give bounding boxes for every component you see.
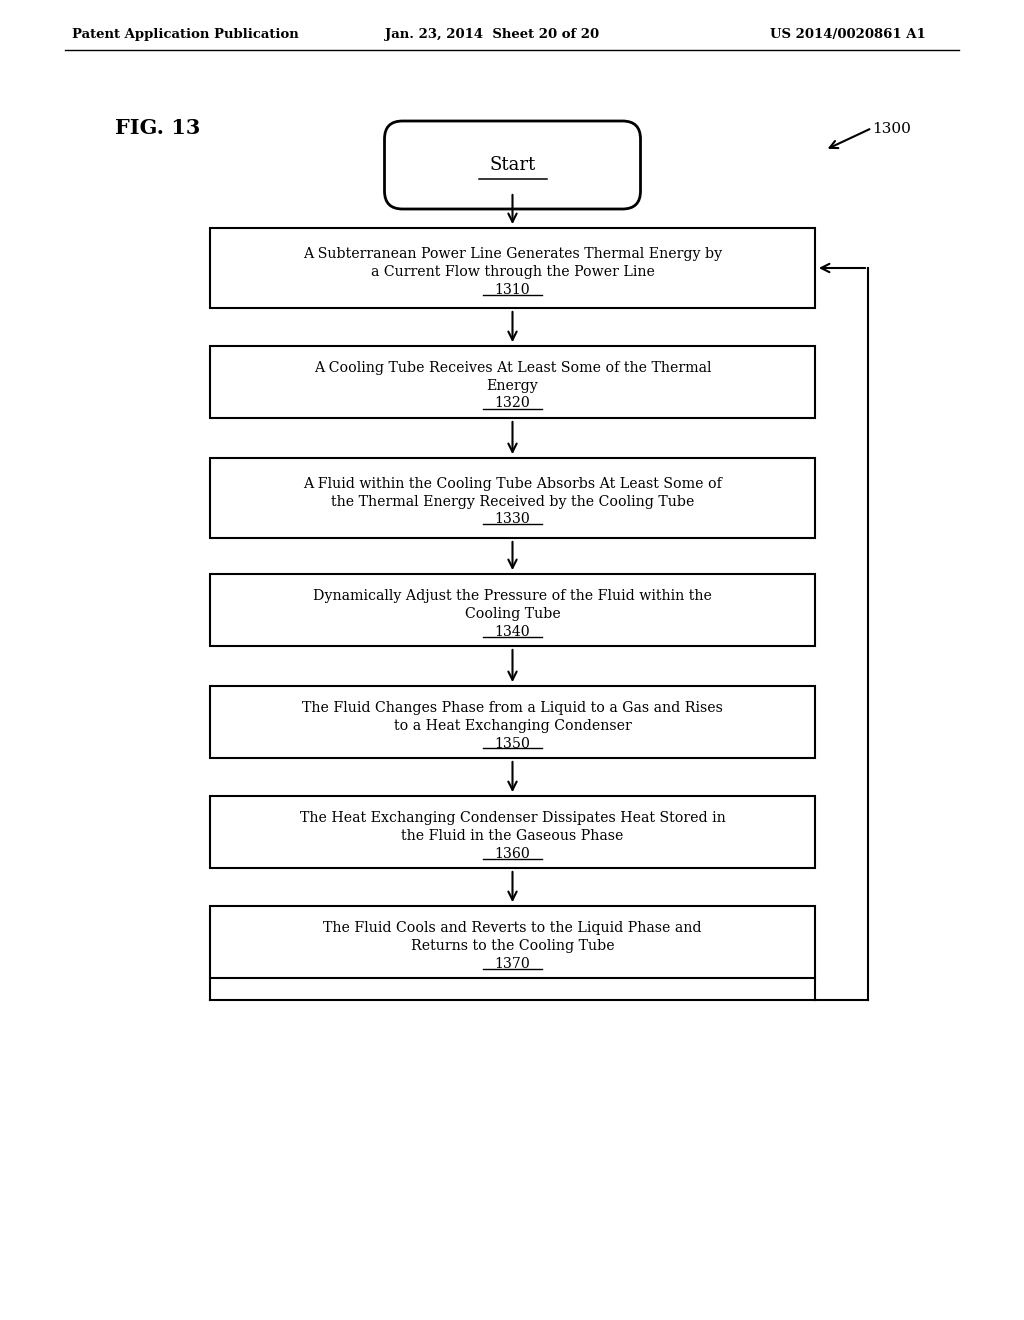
Text: 1370: 1370 xyxy=(495,957,530,970)
Text: The Fluid Changes Phase from a Liquid to a Gas and Rises: The Fluid Changes Phase from a Liquid to… xyxy=(302,701,723,715)
Bar xyxy=(210,686,815,758)
Text: 1310: 1310 xyxy=(495,282,530,297)
Bar xyxy=(210,574,815,645)
Text: Start: Start xyxy=(489,156,536,174)
Text: the Thermal Energy Received by the Cooling Tube: the Thermal Energy Received by the Cooli… xyxy=(331,495,694,510)
Text: Dynamically Adjust the Pressure of the Fluid within the: Dynamically Adjust the Pressure of the F… xyxy=(313,589,712,603)
Text: 1330: 1330 xyxy=(495,512,530,527)
Text: Jan. 23, 2014  Sheet 20 of 20: Jan. 23, 2014 Sheet 20 of 20 xyxy=(385,28,599,41)
Text: a Current Flow through the Power Line: a Current Flow through the Power Line xyxy=(371,265,654,279)
Text: to a Heat Exchanging Condenser: to a Heat Exchanging Condenser xyxy=(393,719,632,733)
Text: A Cooling Tube Receives At Least Some of the Thermal: A Cooling Tube Receives At Least Some of… xyxy=(313,360,712,375)
Text: 1320: 1320 xyxy=(495,396,530,411)
Text: Patent Application Publication: Patent Application Publication xyxy=(72,28,299,41)
Text: A Fluid within the Cooling Tube Absorbs At Least Some of: A Fluid within the Cooling Tube Absorbs … xyxy=(303,477,722,491)
Bar xyxy=(210,458,815,539)
FancyBboxPatch shape xyxy=(384,121,640,209)
Text: US 2014/0020861 A1: US 2014/0020861 A1 xyxy=(770,28,926,41)
Text: 1340: 1340 xyxy=(495,624,530,639)
Text: 1300: 1300 xyxy=(872,121,911,136)
Text: The Heat Exchanging Condenser Dissipates Heat Stored in: The Heat Exchanging Condenser Dissipates… xyxy=(300,810,725,825)
Bar xyxy=(210,906,815,978)
Text: The Fluid Cools and Reverts to the Liquid Phase and: The Fluid Cools and Reverts to the Liqui… xyxy=(324,921,701,935)
Text: 1360: 1360 xyxy=(495,846,530,861)
Text: 1350: 1350 xyxy=(495,737,530,751)
Text: FIG. 13: FIG. 13 xyxy=(115,117,201,139)
Text: Energy: Energy xyxy=(486,379,539,393)
Bar xyxy=(210,228,815,308)
Text: Returns to the Cooling Tube: Returns to the Cooling Tube xyxy=(411,939,614,953)
Text: the Fluid in the Gaseous Phase: the Fluid in the Gaseous Phase xyxy=(401,829,624,843)
Text: A Subterranean Power Line Generates Thermal Energy by: A Subterranean Power Line Generates Ther… xyxy=(303,247,722,261)
Bar xyxy=(210,346,815,418)
Text: Cooling Tube: Cooling Tube xyxy=(465,607,560,620)
Bar xyxy=(210,796,815,869)
